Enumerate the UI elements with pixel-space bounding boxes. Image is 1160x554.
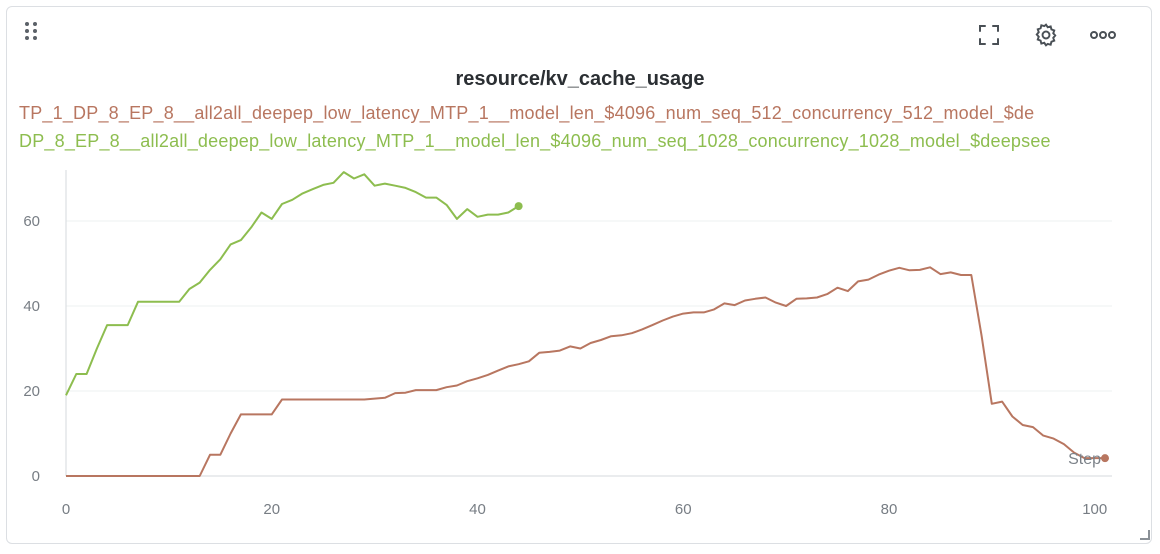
legend-entry-2[interactable]: DP_8_EP_8__all2all_deepep_low_latency_MT… — [19, 131, 1051, 151]
fullscreen-icon — [979, 25, 999, 45]
x-tick-label: 80 — [881, 501, 898, 518]
more-horizontal-icon — [1090, 31, 1116, 39]
more-options-button[interactable] — [1088, 20, 1118, 50]
series-line-1[interactable] — [66, 266, 1105, 477]
resize-handle-icon[interactable] — [1140, 530, 1150, 540]
x-tick-label: 20 — [263, 501, 280, 518]
series-line-2[interactable] — [65, 171, 520, 396]
settings-button[interactable] — [1031, 20, 1061, 50]
y-tick-label: 60 — [23, 213, 40, 230]
series-end-point-1 — [1101, 454, 1109, 463]
y-tick-label: 20 — [23, 383, 40, 400]
y-tick-label: 0 — [32, 468, 40, 485]
x-tick-label: 0 — [62, 501, 70, 518]
legend-entry-1[interactable]: TP_1_DP_8_EP_8__all2all_deepep_low_laten… — [19, 103, 1035, 123]
gear-icon — [1035, 23, 1057, 47]
fullscreen-button[interactable] — [974, 20, 1004, 50]
series-end-point-2 — [514, 202, 523, 211]
x-tick-label: 40 — [469, 501, 486, 518]
grid — [66, 220, 1112, 392]
chart-title: resource/kv_cache_usage — [455, 68, 705, 90]
x-tick-label: 60 — [675, 501, 692, 518]
y-tick-label: 40 — [23, 298, 40, 315]
drag-handle-icon[interactable] — [22, 20, 46, 44]
x-tick-label: 100 — [1082, 501, 1107, 518]
x-axis-label: Step — [1068, 451, 1101, 468]
